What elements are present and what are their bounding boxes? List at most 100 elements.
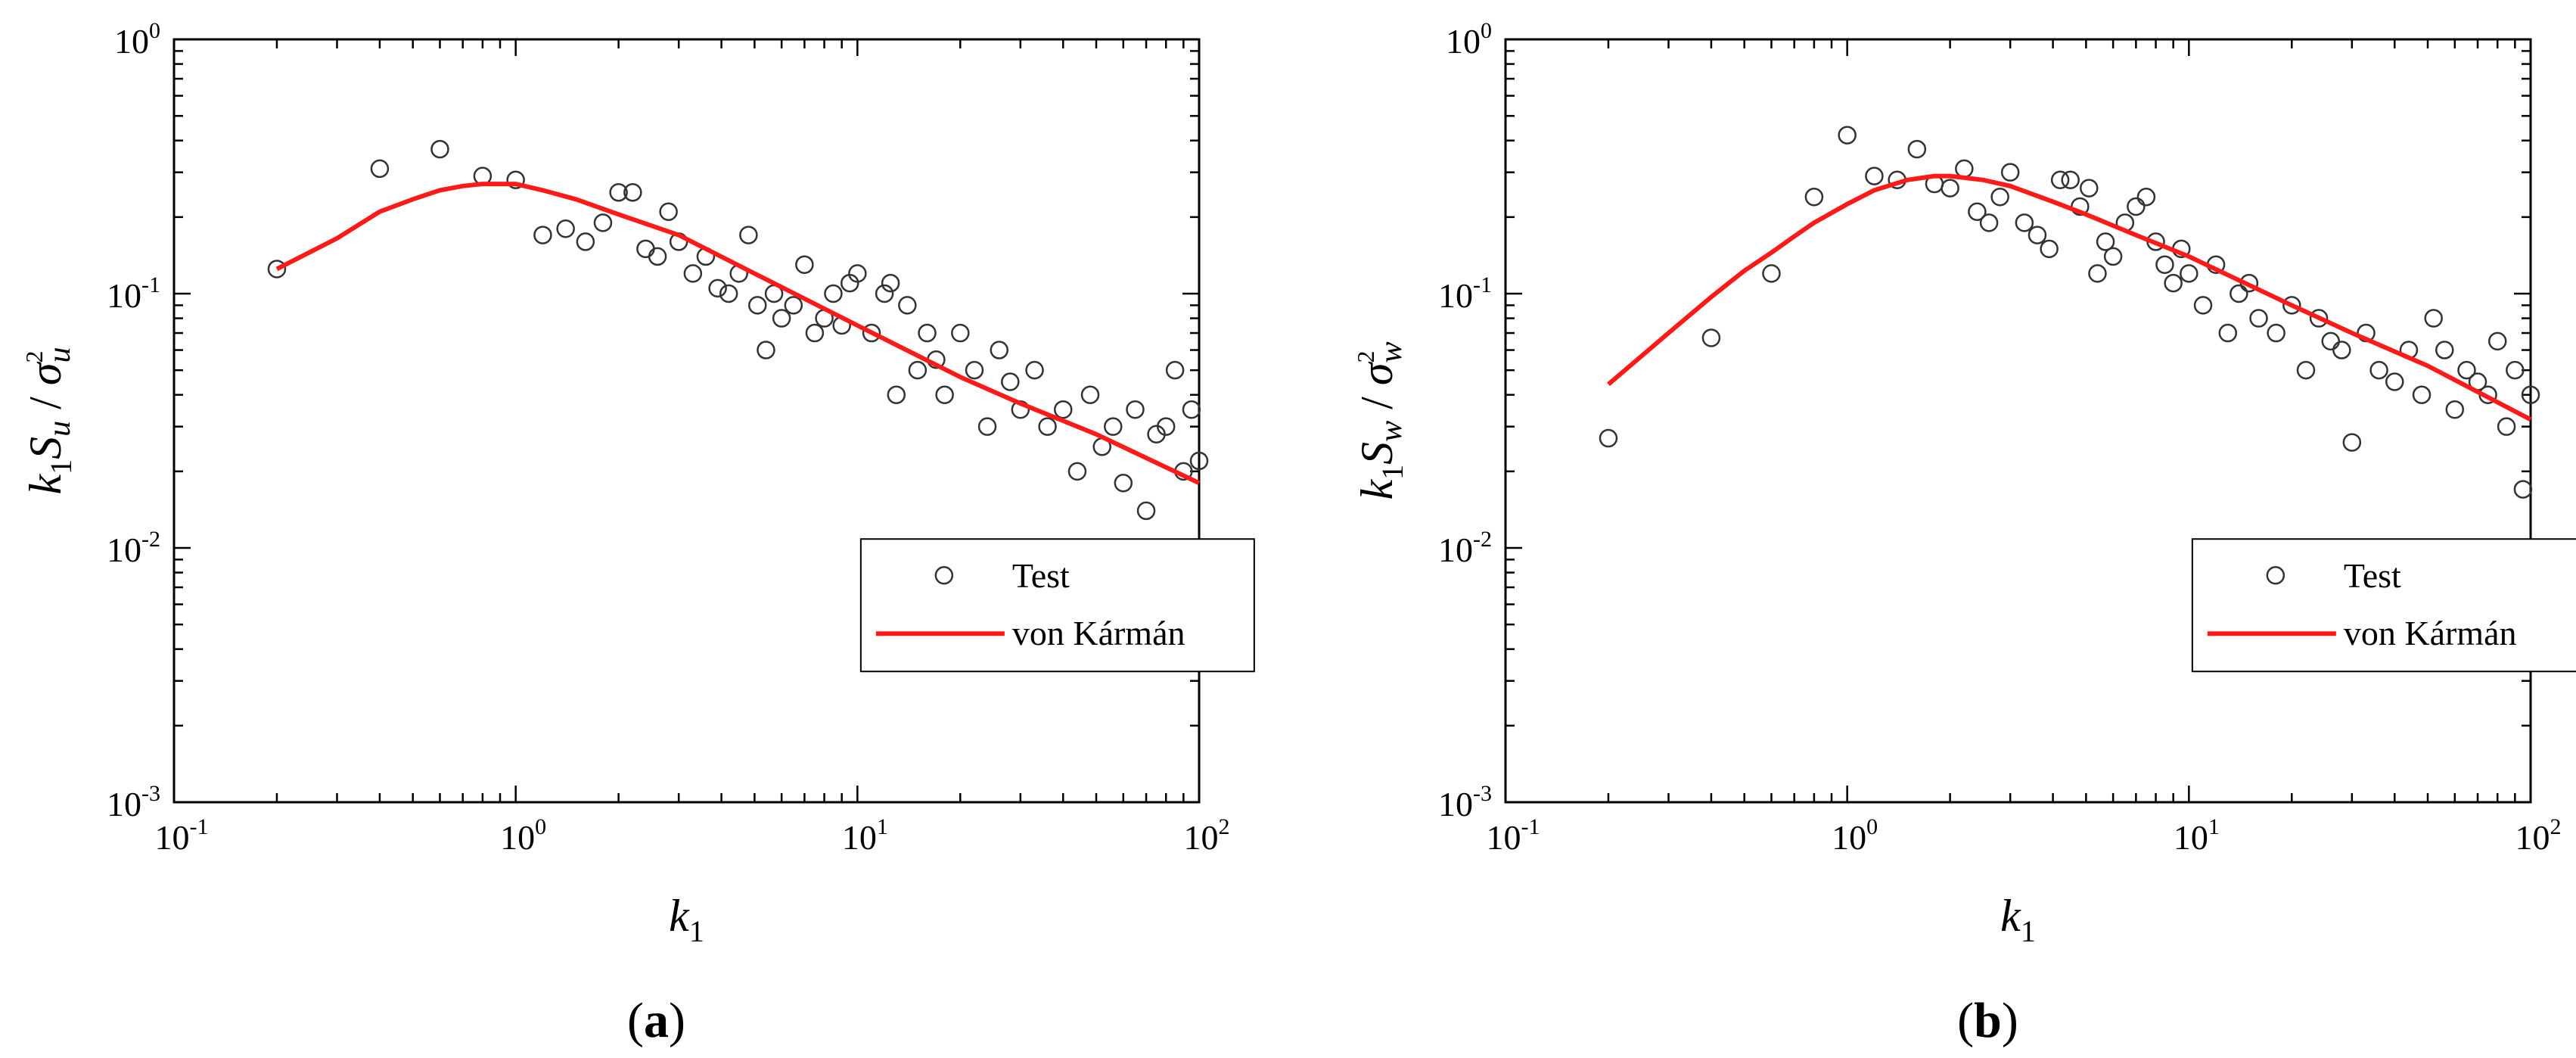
data-point bbox=[739, 226, 758, 244]
data-point bbox=[1189, 451, 1209, 471]
data-point bbox=[1599, 428, 1618, 448]
data-point bbox=[2282, 296, 2301, 315]
data-point bbox=[2412, 385, 2432, 404]
data-point bbox=[1762, 264, 1781, 283]
plot-frame bbox=[1504, 38, 2532, 804]
data-point bbox=[533, 226, 552, 244]
data-point bbox=[1080, 385, 1100, 404]
chart-panel-a: 10-1 100 101 102 10-3 10-2 10-1 100 k1 k… bbox=[20, 18, 1255, 1048]
legend-label-von-karman: von Kármán bbox=[2344, 614, 2517, 652]
data-point bbox=[990, 341, 1009, 359]
x-tick-label: 101 bbox=[842, 814, 888, 857]
x-tick-label: 102 bbox=[1184, 814, 1230, 857]
data-point bbox=[2342, 433, 2362, 452]
data-point bbox=[965, 360, 984, 380]
data-point bbox=[1156, 417, 1176, 436]
data-point bbox=[2180, 264, 2198, 283]
y-axis-label: k1Su / σ2u bbox=[20, 347, 78, 495]
data-point bbox=[430, 139, 449, 159]
data-point bbox=[2267, 323, 2285, 343]
data-point bbox=[977, 417, 997, 436]
x-tick-label: 100 bbox=[500, 814, 546, 857]
x-tick-label: 100 bbox=[1832, 814, 1878, 857]
data-point bbox=[2127, 197, 2146, 216]
data-point bbox=[506, 170, 525, 190]
data-point bbox=[1804, 187, 1824, 207]
data-point bbox=[2445, 400, 2465, 419]
data-point bbox=[935, 385, 954, 404]
von-karman-line bbox=[275, 182, 1201, 485]
data-point bbox=[824, 284, 843, 303]
data-point bbox=[805, 323, 825, 343]
data-point bbox=[748, 296, 767, 315]
plot-frame bbox=[172, 38, 1201, 804]
data-point bbox=[1136, 501, 1156, 521]
y-tick-label: 10-1 bbox=[1438, 272, 1492, 315]
data-point bbox=[370, 159, 390, 179]
legend-label-von-karman: von Kármán bbox=[1012, 614, 1185, 652]
y-tick-label: 10-3 bbox=[107, 781, 160, 823]
legend-box bbox=[859, 538, 1255, 673]
data-point bbox=[2103, 247, 2123, 266]
panel-caption-a: (a) bbox=[627, 993, 685, 1048]
data-point bbox=[659, 202, 678, 221]
x-tick-label: 10-1 bbox=[1487, 814, 1540, 857]
data-point bbox=[556, 219, 575, 238]
data-point bbox=[623, 183, 642, 202]
legend: Test von Kármán bbox=[859, 538, 1255, 673]
data-point bbox=[862, 323, 881, 343]
data-point bbox=[1025, 360, 1044, 380]
data-point bbox=[881, 273, 900, 293]
data-point bbox=[795, 255, 814, 274]
data-point bbox=[2088, 264, 2107, 283]
data-point bbox=[609, 183, 628, 202]
data-point bbox=[757, 341, 775, 359]
von-karman-line bbox=[1607, 173, 2532, 422]
data-point bbox=[1979, 213, 1999, 232]
data-point bbox=[1001, 372, 1020, 391]
data-point bbox=[719, 284, 738, 303]
data-point bbox=[2332, 341, 2351, 359]
data-point bbox=[1054, 400, 1073, 419]
data-point bbox=[683, 264, 703, 283]
data-point bbox=[2155, 255, 2174, 274]
data-point bbox=[2369, 360, 2388, 380]
y-axis-label: k1Sw / σ2w bbox=[1352, 342, 1409, 500]
x-tick-label: 101 bbox=[2174, 814, 2220, 857]
legend-marker-test bbox=[934, 565, 954, 585]
test-markers bbox=[267, 139, 1209, 521]
x-axis-ticks bbox=[172, 39, 1201, 802]
data-point bbox=[1182, 400, 1201, 419]
data-point bbox=[1955, 159, 1974, 179]
data-point bbox=[2424, 309, 2443, 328]
y-tick-label: 100 bbox=[114, 18, 160, 61]
data-point bbox=[2309, 309, 2329, 328]
data-point bbox=[2193, 296, 2213, 315]
data-point bbox=[593, 213, 613, 232]
data-point bbox=[772, 309, 791, 328]
data-point bbox=[1114, 473, 1133, 493]
y-tick-label: 10-3 bbox=[1438, 781, 1492, 823]
data-point bbox=[2321, 331, 2341, 351]
data-point bbox=[1126, 400, 1145, 419]
data-point bbox=[2296, 360, 2316, 380]
data-point bbox=[2513, 480, 2533, 499]
data-point bbox=[1104, 417, 1123, 436]
test-markers bbox=[1599, 126, 2540, 499]
legend: Test von Kármán bbox=[2191, 538, 2576, 673]
data-point bbox=[784, 296, 803, 315]
x-axis-ticks bbox=[1504, 39, 2532, 802]
data-point bbox=[918, 323, 937, 343]
data-point bbox=[2028, 226, 2047, 244]
data-point bbox=[2435, 341, 2454, 359]
data-point bbox=[576, 232, 595, 251]
data-point bbox=[2080, 179, 2099, 198]
chart-panel-b: 10-1 100 101 102 10-3 10-2 10-1 100 k1 k… bbox=[1352, 18, 2576, 1048]
data-point bbox=[2164, 273, 2183, 293]
x-axis-label: k1 bbox=[669, 891, 704, 948]
legend-box bbox=[2191, 538, 2576, 673]
data-point bbox=[1968, 202, 1987, 221]
data-point bbox=[2497, 417, 2516, 436]
data-point bbox=[267, 260, 287, 279]
